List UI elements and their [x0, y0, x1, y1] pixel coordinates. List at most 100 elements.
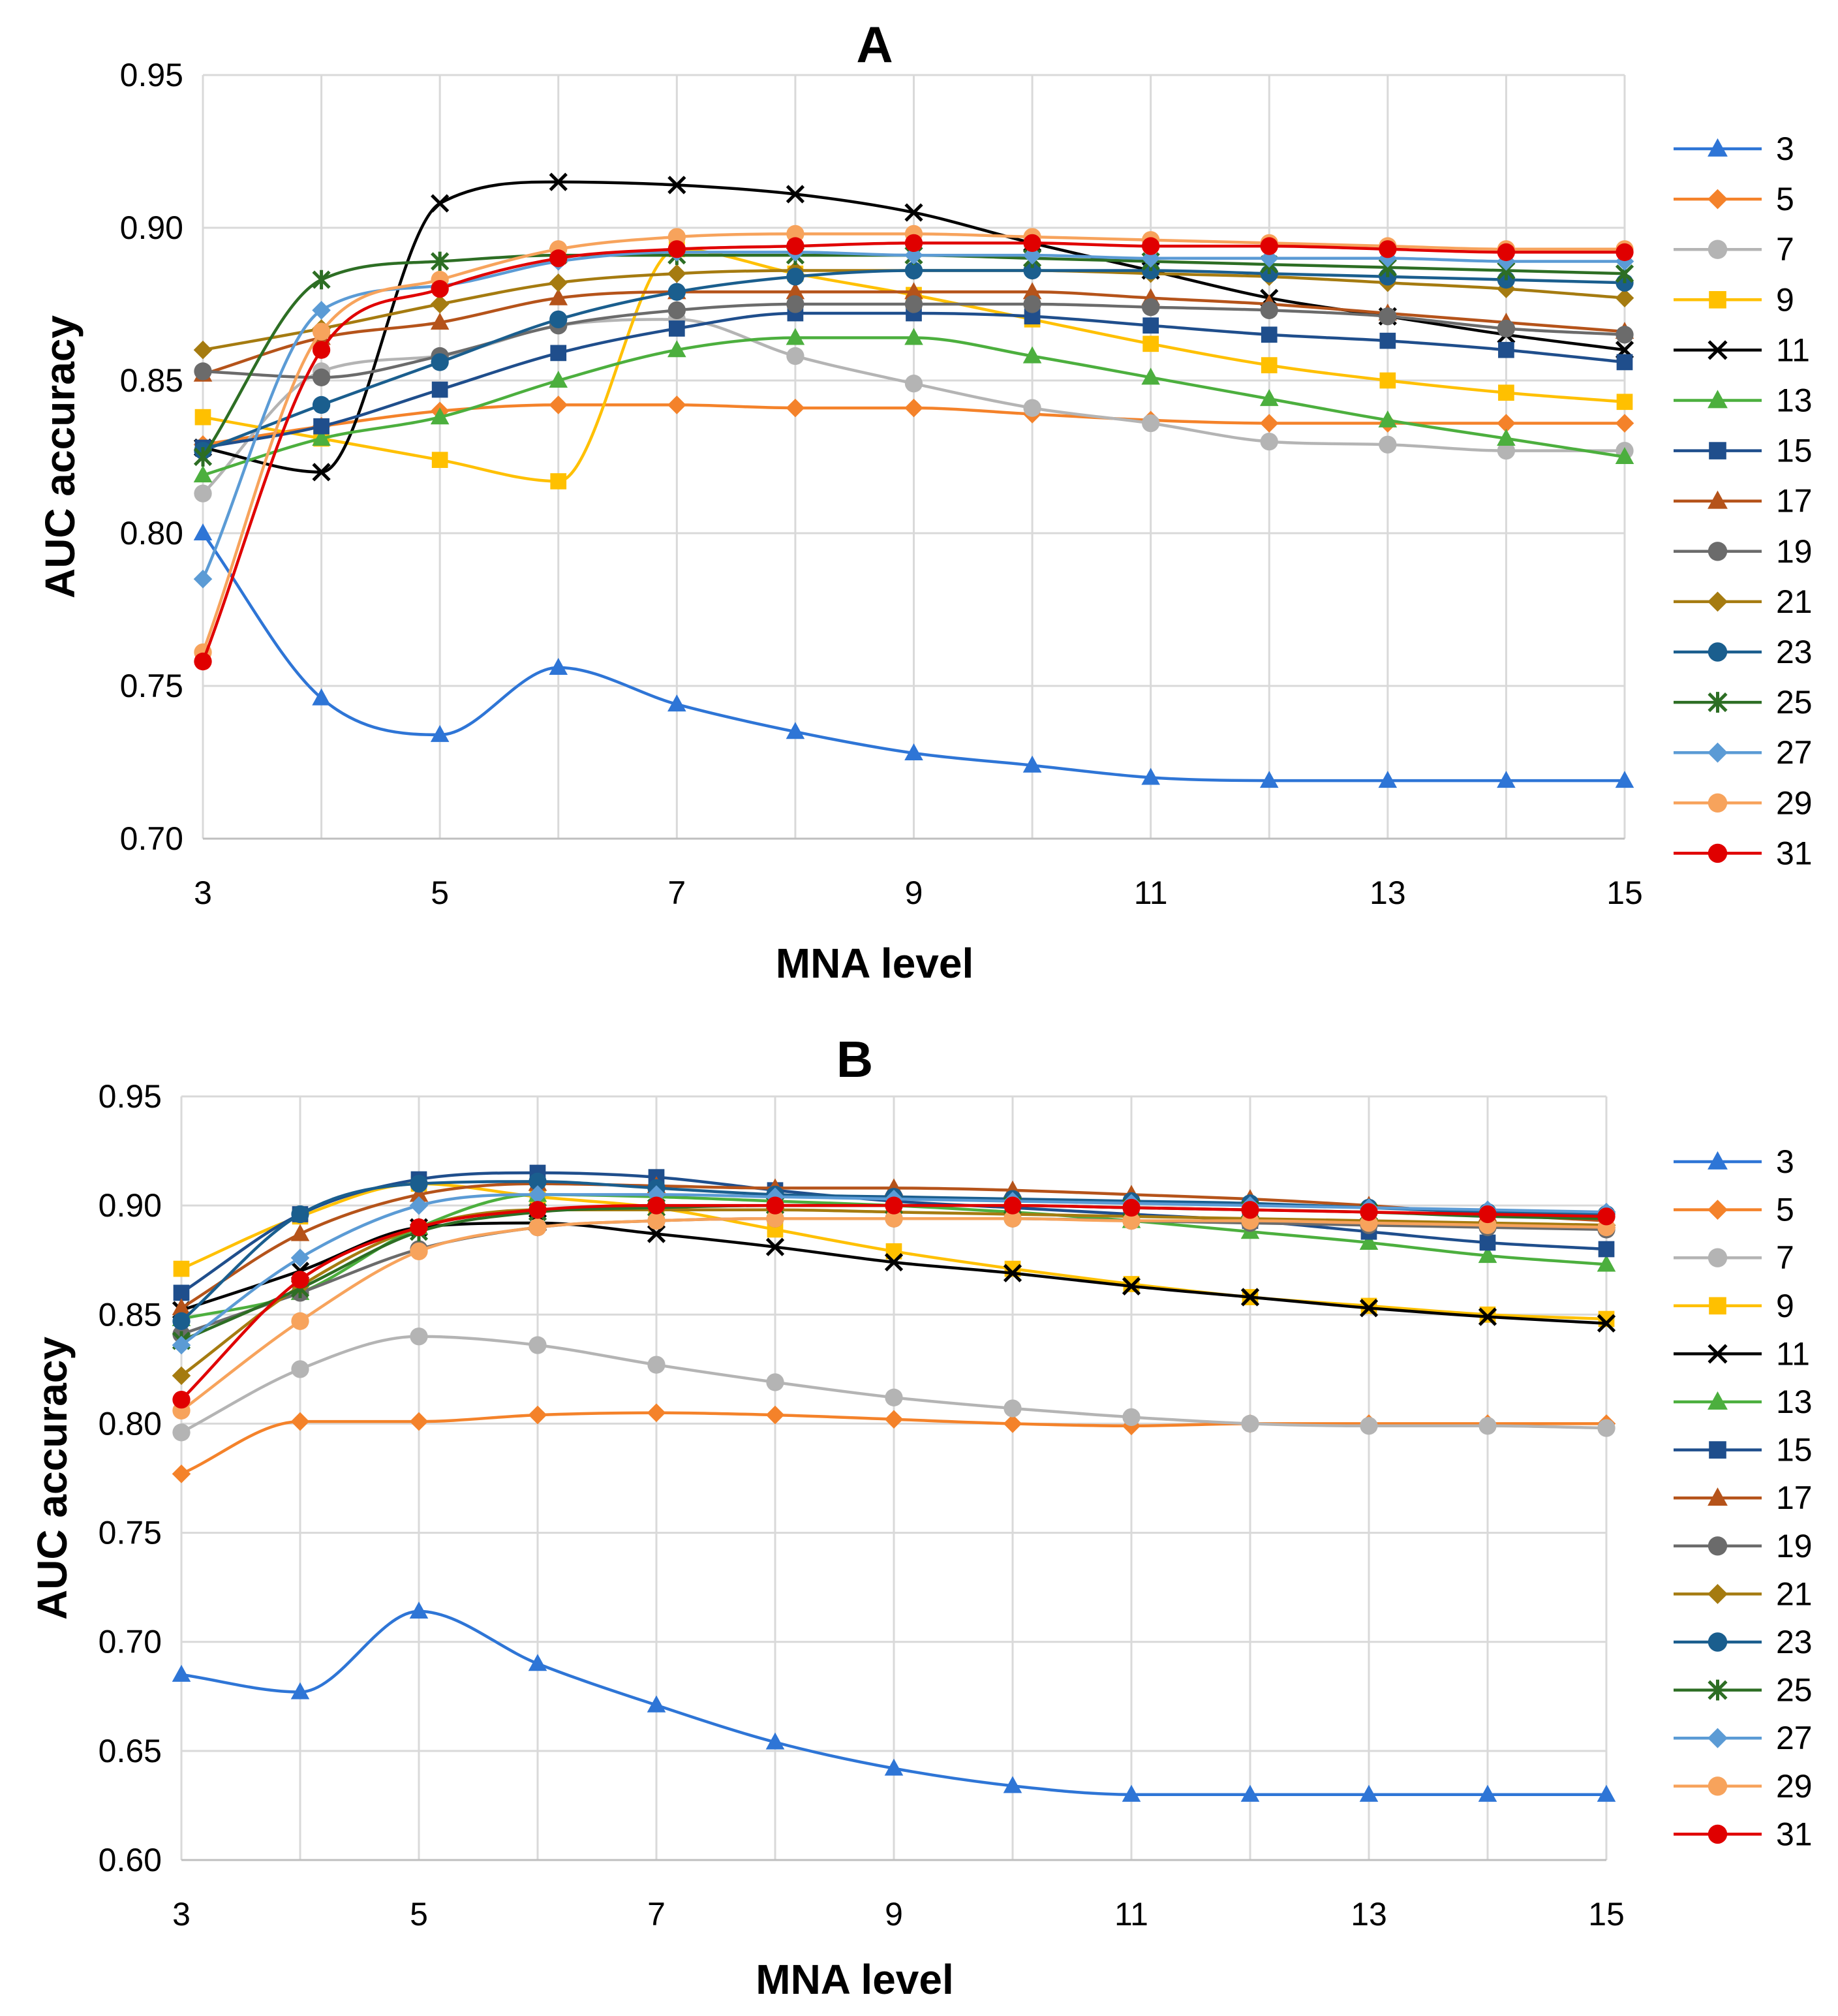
- panel-b: 0.60 0.65 0.70 0.75 0.80 0.85 0.90 0.95 3 5 7 9 11 13…: [29, 1031, 1813, 2003]
- data-point: [1478, 1307, 1497, 1326]
- legend-marker: [1708, 1679, 1728, 1701]
- data-point: [1122, 1198, 1141, 1217]
- legend-label: 23: [1776, 634, 1813, 670]
- data-point: [1497, 279, 1516, 298]
- data-point: [904, 398, 923, 418]
- legend-marker: [1708, 642, 1728, 662]
- data-point: [1378, 771, 1398, 788]
- legend-marker: [1708, 843, 1728, 863]
- data-point: [786, 398, 805, 418]
- data-point: [667, 395, 686, 414]
- data-point: [1142, 414, 1160, 433]
- legend-marker: [1708, 542, 1728, 561]
- data-point: [904, 282, 923, 300]
- data-point: [528, 1336, 547, 1354]
- data-point: [765, 1405, 785, 1425]
- x-tick-label: 7: [647, 1896, 666, 1932]
- data-point: [667, 264, 686, 283]
- y-tick-label: 0.75: [99, 1515, 162, 1551]
- legend-label: 31: [1776, 1816, 1813, 1852]
- data-point: [904, 375, 923, 393]
- data-point: [1022, 282, 1042, 300]
- series-31-b: [172, 1196, 1616, 1409]
- legend-label: 27: [1776, 734, 1813, 771]
- legend-marker: [1708, 1728, 1728, 1748]
- data-point: [904, 295, 923, 313]
- data-point: [884, 1410, 904, 1429]
- legend-label: 3: [1776, 1143, 1794, 1180]
- legend-item: 7: [1674, 1239, 1794, 1276]
- data-point: [1497, 319, 1516, 338]
- data-point: [1022, 755, 1042, 773]
- y-tick-label: 0.90: [99, 1187, 162, 1224]
- data-point: [1142, 317, 1159, 334]
- legend-marker: [1708, 1824, 1728, 1844]
- data-point: [431, 251, 450, 271]
- legend-marker: [1708, 692, 1728, 713]
- x-tick-label: 5: [431, 875, 449, 911]
- data-point: [193, 569, 213, 589]
- legend-marker: [1708, 1632, 1728, 1652]
- legend-item: 5: [1674, 1192, 1794, 1228]
- data-point: [885, 1209, 903, 1228]
- legend-label: 5: [1776, 1192, 1794, 1228]
- legend-label: 7: [1776, 1239, 1794, 1276]
- data-point: [1122, 1277, 1141, 1295]
- data-point: [312, 270, 331, 290]
- data-point: [1478, 1205, 1497, 1224]
- data-point: [667, 694, 686, 712]
- data-point: [647, 1211, 666, 1230]
- data-point: [667, 283, 686, 301]
- legend-item: 9: [1674, 281, 1794, 318]
- legend-item: 11: [1674, 1335, 1810, 1372]
- legend-marker: [1708, 1776, 1728, 1796]
- y-tick-label: 0.65: [99, 1733, 162, 1769]
- legend-label: 9: [1776, 281, 1794, 318]
- legend-label: 5: [1776, 181, 1794, 217]
- data-point: [410, 1242, 428, 1260]
- y-tick-label: 0.70: [120, 820, 183, 857]
- data-point: [313, 418, 329, 435]
- legend-marker: [1709, 442, 1726, 459]
- legend-marker: [1709, 291, 1726, 309]
- data-point: [1122, 1408, 1141, 1427]
- data-point: [290, 1682, 310, 1699]
- data-point: [1616, 354, 1633, 371]
- y-tick-label: 0.95: [120, 57, 183, 93]
- data-point: [550, 345, 567, 362]
- data-point: [1597, 1207, 1616, 1226]
- data-point: [647, 1196, 666, 1215]
- legend-label: 19: [1776, 1528, 1813, 1564]
- data-point: [550, 473, 567, 489]
- data-point: [1497, 771, 1516, 788]
- data-point: [766, 1373, 784, 1391]
- data-point: [766, 1209, 784, 1228]
- data-point: [528, 1172, 547, 1191]
- data-point: [1497, 252, 1516, 271]
- legend-label: 13: [1776, 382, 1813, 419]
- data-point: [1359, 1784, 1379, 1802]
- legend-item: 27: [1674, 734, 1813, 771]
- data-point: [549, 371, 568, 388]
- legend-marker: [1708, 742, 1728, 763]
- data-point: [430, 724, 450, 742]
- data-point: [1497, 414, 1516, 433]
- data-point: [173, 1284, 190, 1301]
- data-point: [765, 1237, 785, 1256]
- legend-marker: [1708, 1344, 1728, 1364]
- data-point: [1241, 1414, 1259, 1433]
- data-point: [1616, 326, 1634, 344]
- legend-item: 27: [1674, 1720, 1813, 1756]
- data-point: [193, 523, 213, 541]
- data-point: [884, 1758, 904, 1776]
- legend-label: 3: [1776, 131, 1794, 167]
- legend-item: 3: [1674, 131, 1794, 167]
- data-point: [290, 1248, 310, 1267]
- data-point: [1023, 261, 1041, 280]
- data-point: [431, 194, 450, 213]
- data-point: [1259, 414, 1279, 433]
- data-point: [172, 1335, 191, 1355]
- data-point: [1142, 298, 1160, 317]
- data-point: [528, 1218, 547, 1237]
- data-point: [884, 1252, 904, 1272]
